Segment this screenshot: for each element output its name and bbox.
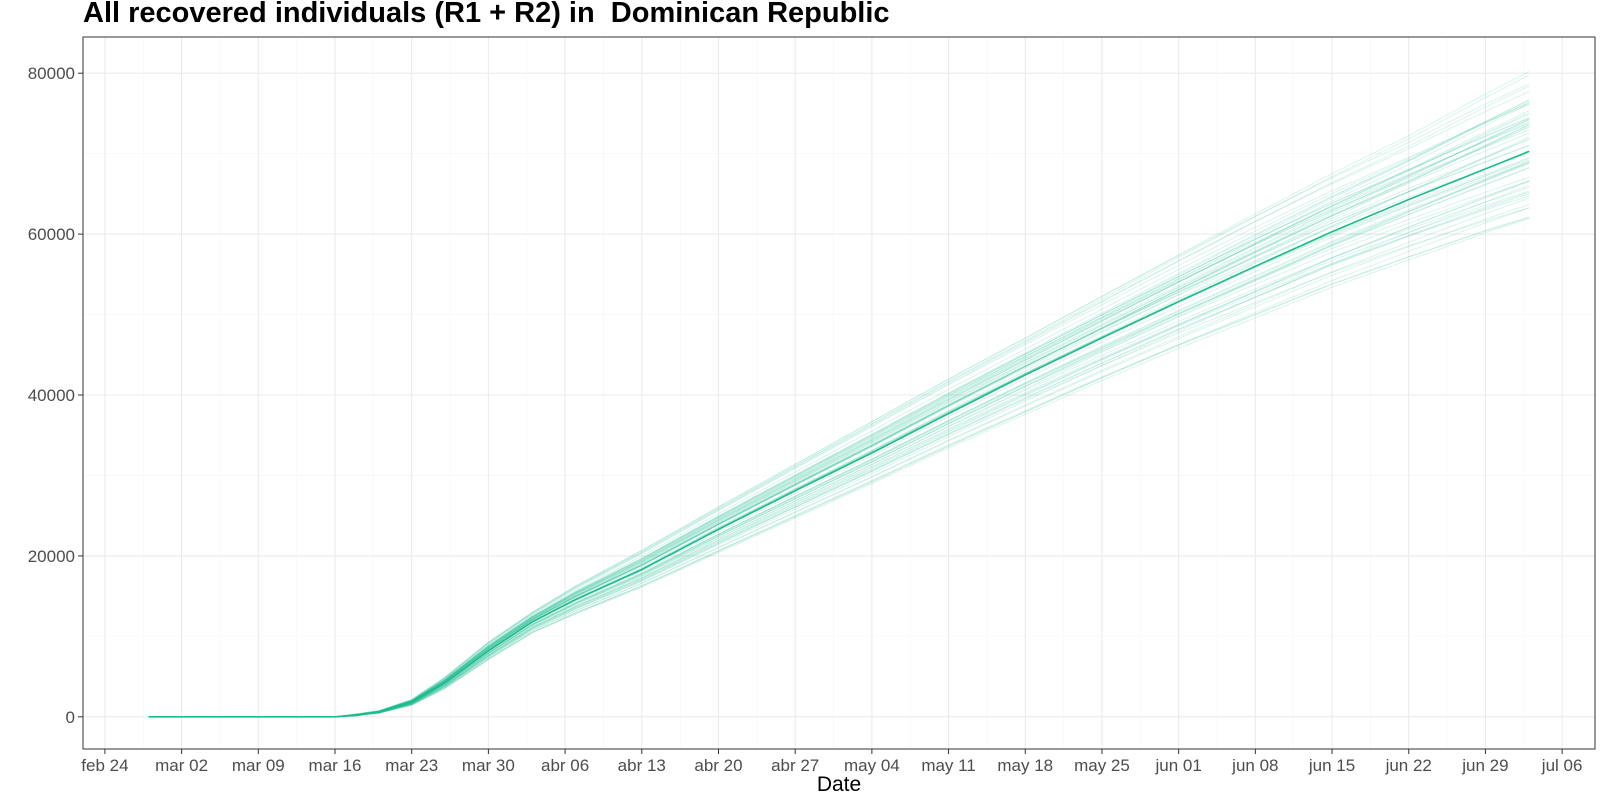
simulation-series-line xyxy=(148,103,1530,718)
y-tick-label: 20000 xyxy=(28,547,75,566)
x-axis: feb 24 mar 02 mar 09 mar 16 mar 23 mar 30 abr … xyxy=(81,749,1582,775)
x-tick-label: jun 15 xyxy=(1308,756,1355,775)
simulation-series-line xyxy=(148,216,1530,718)
y-tick-label: 40000 xyxy=(28,386,75,405)
x-tick-label: mar 30 xyxy=(462,756,515,775)
median-line-group xyxy=(148,150,1530,718)
simulation-series-line xyxy=(148,83,1530,718)
x-tick-label: jun 29 xyxy=(1461,756,1508,775)
chart-title: All recovered individuals (R1 + R2) in D… xyxy=(83,0,890,29)
plot-panel-background xyxy=(83,37,1595,749)
x-tick-label: mar 02 xyxy=(155,756,208,775)
x-tick-label: jun 08 xyxy=(1231,756,1278,775)
simulation-series-line xyxy=(148,197,1530,718)
x-tick-label: abr 20 xyxy=(694,756,742,775)
simulation-series-line xyxy=(148,207,1530,718)
x-tick-label: may 11 xyxy=(921,756,976,775)
x-tick-label: abr 06 xyxy=(541,756,589,775)
simulation-series-line xyxy=(148,203,1530,718)
x-tick-label: may 25 xyxy=(1074,756,1130,775)
x-tick-label: mar 16 xyxy=(309,756,362,775)
plot-panel-border xyxy=(82,36,1596,750)
x-tick-label: jun 22 xyxy=(1385,756,1432,775)
simulation-series-line xyxy=(148,71,1530,718)
x-tick-label: feb 24 xyxy=(81,756,128,775)
x-tick-label: jul 06 xyxy=(1541,756,1583,775)
median-series-line xyxy=(148,150,1530,718)
y-tick-label: 80000 xyxy=(28,64,75,83)
x-tick-label: may 04 xyxy=(844,756,900,775)
simulation-series-line xyxy=(148,217,1530,718)
simulation-series-line xyxy=(148,207,1530,718)
y-axis: 0 20000 40000 60000 80000 xyxy=(28,64,83,727)
y-tick-label: 0 xyxy=(66,708,75,727)
x-tick-label: may 18 xyxy=(997,756,1053,775)
x-tick-label: jun 01 xyxy=(1154,756,1201,775)
x-tick-label: abr 27 xyxy=(771,756,819,775)
x-tick-label: mar 23 xyxy=(385,756,438,775)
y-tick-label: 60000 xyxy=(28,225,75,244)
simulation-series-line xyxy=(148,85,1530,718)
major-gridlines xyxy=(83,37,1595,749)
x-axis-title: Date xyxy=(817,773,861,796)
x-tick-label: mar 09 xyxy=(232,756,285,775)
simulation-series-line xyxy=(148,91,1530,718)
simulation-series-line xyxy=(148,217,1530,718)
x-tick-label: abr 13 xyxy=(618,756,666,775)
simulation-series-line xyxy=(148,74,1530,718)
